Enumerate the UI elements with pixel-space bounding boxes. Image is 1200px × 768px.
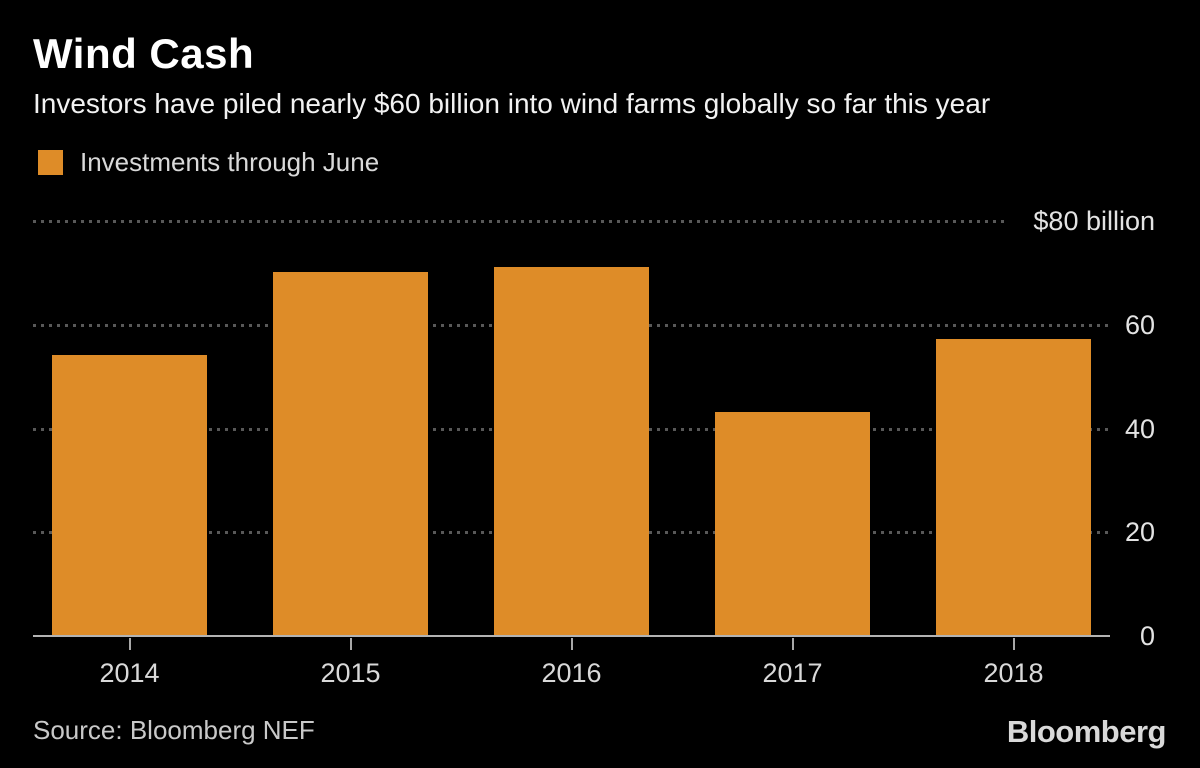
x-axis-label-2018: 2018 (983, 658, 1044, 688)
x-tick-2014 (128, 638, 131, 650)
y-axis-label-20: 20 (1124, 517, 1155, 547)
bar-2015 (273, 272, 428, 635)
bar-2014 (52, 355, 207, 635)
chart-subtitle: Investors have piled nearly $60 billion … (33, 88, 991, 119)
x-tick-2018 (1012, 638, 1015, 650)
y-axis-label-60: 60 (1124, 310, 1155, 340)
x-axis-label-2017: 2017 (762, 658, 823, 688)
y-axis-label-80: $80 billion (1033, 206, 1155, 236)
bloomberg-logo: Bloomberg (1006, 714, 1167, 749)
legend-swatch-icon (38, 150, 63, 175)
source-note: Source: Bloomberg NEF (33, 715, 315, 745)
x-tick-2017 (791, 638, 794, 650)
chart-title: Wind Cash (33, 30, 255, 77)
x-axis-label-2016: 2016 (541, 658, 602, 688)
x-axis-label-2014: 2014 (99, 658, 160, 688)
x-tick-2015 (349, 638, 352, 650)
bar-2018 (936, 339, 1091, 635)
bar-2017 (715, 412, 870, 635)
x-axis-line (33, 635, 1110, 637)
legend-label: Investments through June (80, 147, 380, 177)
x-tick-2016 (570, 638, 573, 650)
y-axis-label-40: 40 (1124, 414, 1155, 444)
bar-2016 (494, 267, 649, 635)
x-axis-label-2015: 2015 (320, 658, 381, 688)
y-axis-label-0: 0 (1139, 621, 1155, 651)
gridline-80 (33, 220, 1008, 223)
chart-legend: Investments through June (38, 147, 379, 178)
